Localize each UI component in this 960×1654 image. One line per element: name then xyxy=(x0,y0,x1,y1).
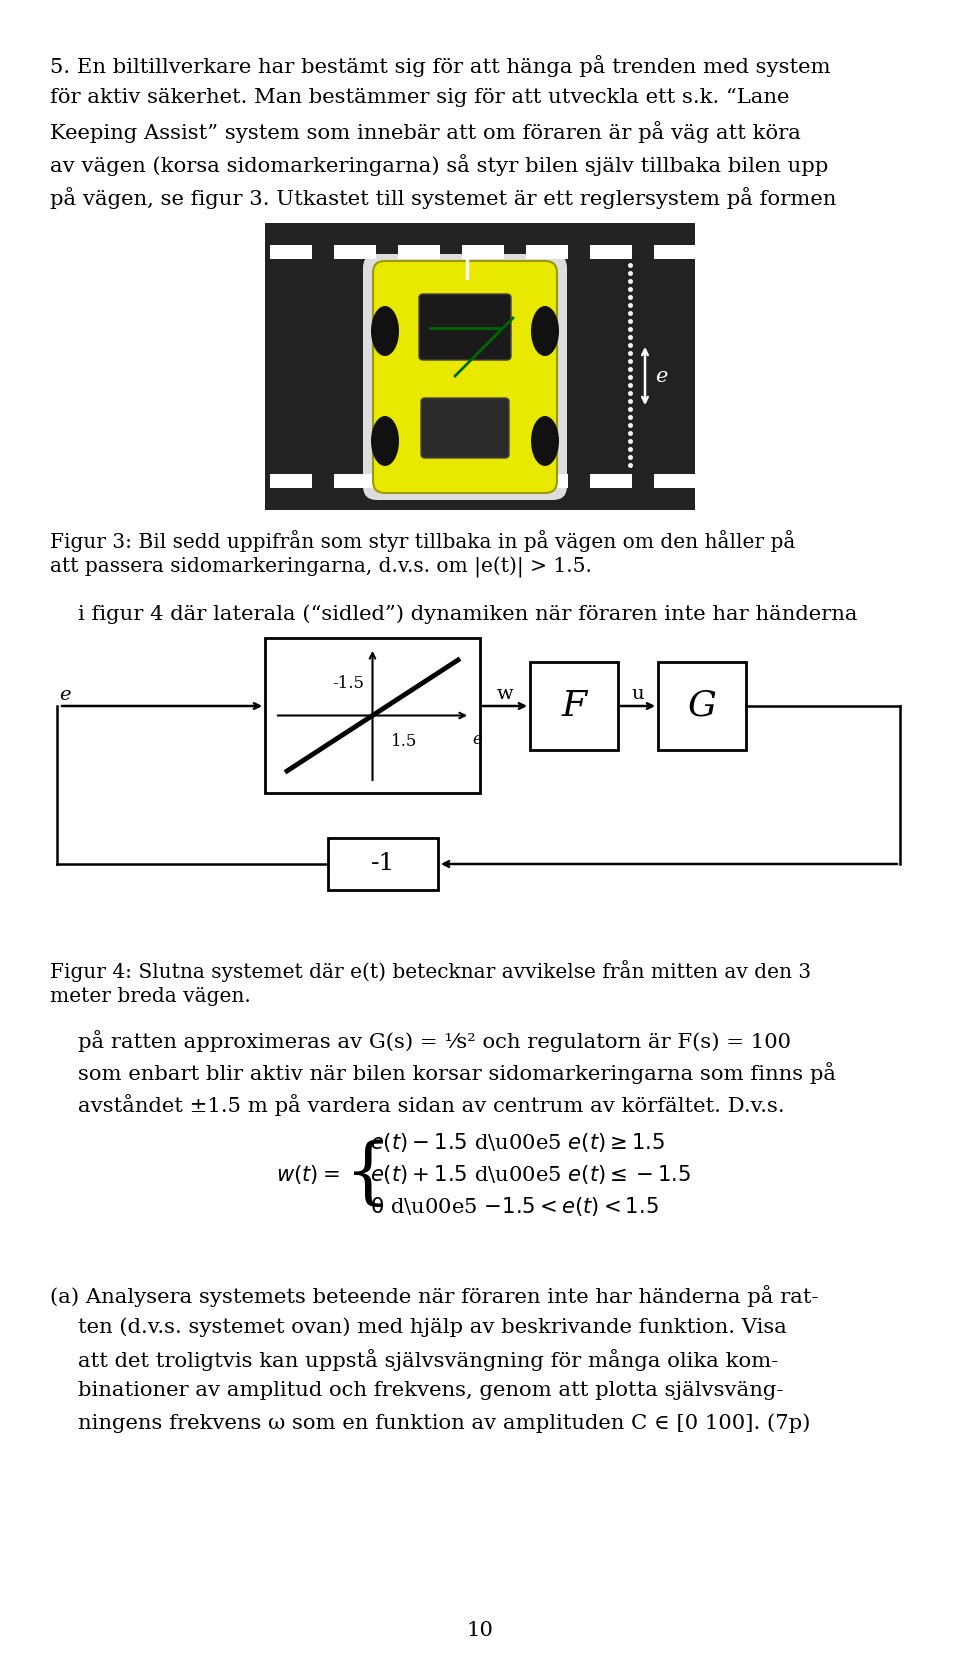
Text: {: { xyxy=(345,1140,391,1211)
Text: binationer av amplitud och frekvens, genom att plotta självsväng-: binationer av amplitud och frekvens, gen… xyxy=(78,1381,783,1399)
Text: i figur 4 där laterala (“sidled”) dynamiken när föraren inte har händerna: i figur 4 där laterala (“sidled”) dynami… xyxy=(78,604,857,624)
Text: för aktiv säkerhet. Man bestämmer sig för att utveckla ett s.k. “Lane: för aktiv säkerhet. Man bestämmer sig fö… xyxy=(50,88,789,108)
Bar xyxy=(462,245,504,260)
Ellipse shape xyxy=(531,306,559,356)
Bar xyxy=(526,475,568,488)
Bar xyxy=(398,475,440,488)
Text: 5. En biltillverkare har bestämt sig för att hänga på trenden med system: 5. En biltillverkare har bestämt sig för… xyxy=(50,55,830,78)
Bar xyxy=(590,475,632,488)
Text: G: G xyxy=(687,690,716,723)
Bar xyxy=(526,245,568,260)
Ellipse shape xyxy=(531,417,559,466)
Ellipse shape xyxy=(371,417,399,466)
Bar xyxy=(265,223,695,509)
FancyBboxPatch shape xyxy=(421,399,509,458)
FancyBboxPatch shape xyxy=(363,255,567,500)
Text: på ratten approximeras av G(s) = ¹⁄s² och regulatorn är F(s) = 100: på ratten approximeras av G(s) = ¹⁄s² oc… xyxy=(78,1030,791,1052)
Bar xyxy=(462,475,504,488)
Bar xyxy=(265,638,480,792)
Bar xyxy=(590,245,632,260)
Text: som enbart blir aktiv när bilen korsar sidomarkeringarna som finns på: som enbart blir aktiv när bilen korsar s… xyxy=(78,1062,836,1083)
Text: e: e xyxy=(655,367,667,385)
Text: 10: 10 xyxy=(467,1621,493,1639)
Text: $w(t) =$: $w(t) =$ xyxy=(276,1163,340,1186)
Text: meter breda vägen.: meter breda vägen. xyxy=(50,987,251,1006)
FancyBboxPatch shape xyxy=(419,294,511,361)
Text: w: w xyxy=(496,685,514,703)
Text: 1.5: 1.5 xyxy=(391,733,417,749)
Text: Figur 3: Bil sedd uppifrån som styr tillbaka in på vägen om den håller på: Figur 3: Bil sedd uppifrån som styr till… xyxy=(50,529,796,552)
Bar xyxy=(654,245,696,260)
Text: e: e xyxy=(59,686,70,705)
Text: e: e xyxy=(472,731,482,748)
Text: ningens frekvens ω som en funktion av amplituden C ∈ [0 100]. (7p): ningens frekvens ω som en funktion av am… xyxy=(78,1413,810,1432)
Text: att passera sidomarkeringarna, d.v.s. om |e(t)| > 1.5.: att passera sidomarkeringarna, d.v.s. om… xyxy=(50,557,592,579)
Bar xyxy=(270,475,312,488)
Text: -1.5: -1.5 xyxy=(332,675,365,691)
Text: ten (d.v.s. systemet ovan) med hjälp av beskrivande funktion. Visa: ten (d.v.s. systemet ovan) med hjälp av … xyxy=(78,1317,787,1336)
Text: $e(t) + 1.5$ d\u00e5 $e(t) \leq -1.5$: $e(t) + 1.5$ d\u00e5 $e(t) \leq -1.5$ xyxy=(370,1163,691,1186)
Text: $e(t) - 1.5$ d\u00e5 $e(t) \geq 1.5$: $e(t) - 1.5$ d\u00e5 $e(t) \geq 1.5$ xyxy=(370,1131,665,1154)
Bar xyxy=(334,245,376,260)
Bar xyxy=(658,662,746,749)
Text: u: u xyxy=(632,685,644,703)
Text: $0$ d\u00e5 $-1.5 < e(t) < 1.5$: $0$ d\u00e5 $-1.5 < e(t) < 1.5$ xyxy=(370,1196,659,1219)
FancyBboxPatch shape xyxy=(373,261,557,493)
Bar xyxy=(398,245,440,260)
Text: -1: -1 xyxy=(371,852,396,875)
Bar xyxy=(328,839,438,890)
Text: att det troligtvis kan uppstå självsvängning för många olika kom-: att det troligtvis kan uppstå självsväng… xyxy=(78,1350,779,1371)
Text: Keeping Assist” system som innebär att om föraren är på väg att köra: Keeping Assist” system som innebär att o… xyxy=(50,121,801,142)
Text: av vägen (korsa sidomarkeringarna) så styr bilen själv tillbaka bilen upp: av vägen (korsa sidomarkeringarna) så st… xyxy=(50,154,828,175)
Text: (a) Analysera systemets beteende när föraren inte har händerna på rat-: (a) Analysera systemets beteende när för… xyxy=(50,1285,819,1307)
Ellipse shape xyxy=(371,306,399,356)
Text: på vägen, se figur 3. Utkastet till systemet är ett reglersystem på formen: på vägen, se figur 3. Utkastet till syst… xyxy=(50,187,836,208)
Bar xyxy=(270,245,312,260)
Text: F: F xyxy=(562,690,587,723)
Text: Figur 4: Slutna systemet där e(t) betecknar avvikelse från mitten av den 3: Figur 4: Slutna systemet där e(t) beteck… xyxy=(50,959,811,982)
Bar xyxy=(654,475,696,488)
Bar xyxy=(334,475,376,488)
Text: avståndet ±1.5 m på vardera sidan av centrum av körfältet. D.v.s.: avståndet ±1.5 m på vardera sidan av cen… xyxy=(78,1093,784,1116)
Bar xyxy=(530,662,618,749)
